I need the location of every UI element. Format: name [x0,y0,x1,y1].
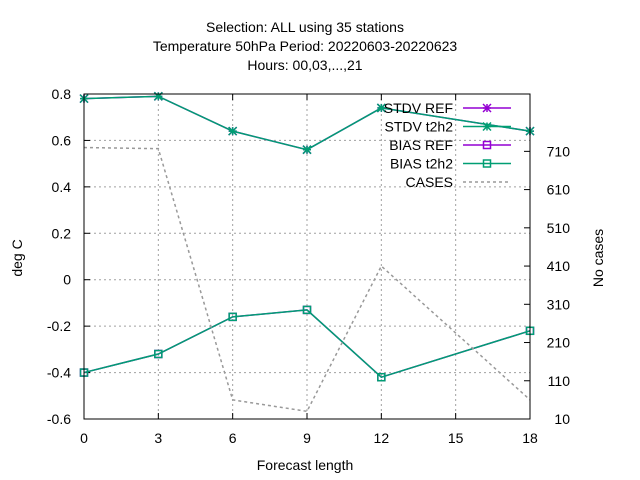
x-tick-label: 12 [374,430,390,446]
plot-frame [83,93,531,420]
x-tick-label: 6 [229,430,237,446]
legend-item: STDV t2h2 [385,119,511,135]
x-tick-label: 9 [303,430,311,446]
y2-tick-label: 10 [554,411,570,427]
data-point-square [302,305,312,315]
x-axis-label: Forecast length [257,457,354,473]
y2-tick-label: 210 [547,335,571,351]
y-tick-label: 0.8 [52,86,72,102]
x-tick-label: 15 [448,430,464,446]
data-point-star [482,103,492,113]
y-tick-label: -0.6 [47,411,71,427]
series-line [83,95,531,151]
y2-tick-label: 110 [548,373,571,389]
title-line-2: Temperature 50hPa Period: 20220603-20220… [153,38,458,54]
y-tick-label: 0.4 [52,179,72,195]
title-line-1: Selection: ALL using 35 stations [206,19,404,35]
y2-tick-label: 510 [547,220,571,236]
title-line-3: Hours: 00,03,...,21 [247,57,362,73]
y2-tick-label: 410 [547,258,571,274]
y-axis-label: deg C [9,239,25,276]
legend-item: STDV REF [384,100,511,116]
data-point-star [228,126,238,136]
data-point-square [482,140,492,150]
y-tick-label: 0 [63,272,71,288]
legend-item: CASES [406,174,511,190]
grid [84,94,530,419]
x-tick-label: 18 [522,430,538,446]
y-tick-label: 0.6 [52,132,72,148]
legend-item: BIAS t2h2 [390,156,511,172]
data-point-square [377,372,386,382]
y-tick-label: -0.2 [47,318,71,334]
axis-ticks: 0 3 6 9 12 15 18 -0.6 -0.4 -0.2 0 0.2 0.4 0.6 0.8 10 110… [47,86,570,446]
y2-axis-label: No cases [590,229,606,287]
x-tick-label: 0 [80,430,88,446]
data-point-star [376,103,386,113]
y-tick-label: 0.2 [52,225,72,241]
legend-label: BIAS REF [389,137,453,153]
legend-item: BIAS REF [389,137,511,153]
y2-tick-label: 610 [547,182,571,198]
chart-title: Selection: ALL using 35 stations Tempera… [153,19,458,73]
y2-tick-label: 710 [547,143,571,159]
legend: STDV REF STDV t2h2 BIAS REF BIAS t2h2 CASES [384,100,511,190]
legend-label: STDV t2h2 [385,119,454,135]
series-line [83,309,531,379]
y2-tick-label: 310 [547,296,571,312]
legend-label: STDV REF [384,100,453,116]
x-tick-label: 3 [154,430,162,446]
data-point-star [482,121,492,132]
y-tick-label: -0.4 [47,365,71,381]
data-point-square [154,349,163,359]
legend-label: BIAS t2h2 [390,156,453,172]
data-point-square [482,159,492,168]
legend-label: CASES [406,174,453,190]
series-cases [83,146,531,413]
data-point-square [228,312,237,322]
series-lines [79,91,535,413]
data-point-star [302,145,312,155]
series-line [83,146,531,413]
